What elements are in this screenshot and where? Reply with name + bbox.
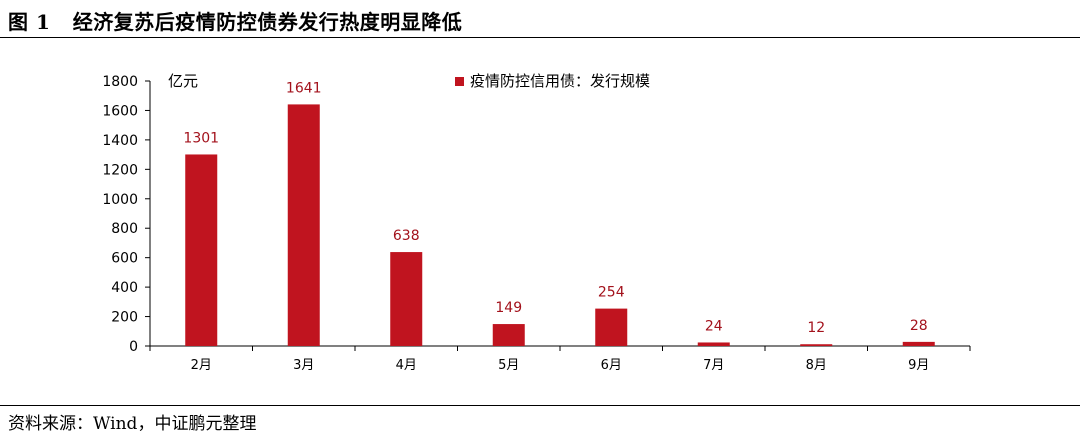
x-tick-label: 5月 [498,358,519,373]
bar-series [185,104,935,347]
y-tick-label: 400 [111,280,138,296]
x-tick-label: 9月 [908,358,929,373]
figure-label: 图 1 [8,10,51,34]
y-axis-unit-label: 亿元 [168,72,198,90]
x-tick-label: 8月 [806,358,827,373]
x-tick-label: 4月 [396,358,417,373]
x-tick-label: 3月 [293,358,314,373]
bar [697,342,730,346]
bar-value-label: 254 [598,285,625,301]
bar-value-label: 28 [910,318,928,334]
bar-chart: 0 200 400 600 800 1000 1200 1400 1600 1800 2月 3月 4月… [102,72,971,373]
figure-title: 图 1 经济复苏后疫情防控债券发行热度明显降低 [8,6,462,35]
figure-header: 图 1 经济复苏后疫情防控债券发行热度明显降低 [0,0,1080,38]
y-tick-label: 0 [129,339,138,355]
data-labels: 1301 1641 638 149 254 24 12 28 [183,80,927,336]
bar-value-label: 1301 [183,130,219,146]
bar [800,344,833,346]
bottom-rule [0,405,1080,406]
y-tick-label: 1800 [102,74,138,90]
x-axis: 2月 3月 4月 5月 6月 7月 8月 9月 [149,345,971,373]
top-rule [0,37,1080,38]
bar-value-label: 12 [807,320,825,336]
x-tick-label: 2月 [191,358,212,373]
source-note: 资料来源：Wind，中证鹏元整理 [8,414,257,434]
y-tick-label: 200 [111,310,138,326]
y-tick-label: 1200 [102,162,138,178]
bar [185,154,218,346]
x-tick-label: 7月 [703,358,724,373]
y-axis: 0 200 400 600 800 1000 1200 1400 1600 1800 [102,74,151,355]
bar-value-label: 638 [393,228,420,244]
bar-value-label: 1641 [286,80,322,96]
legend: 疫情防控信用债：发行规模 [455,72,650,90]
legend-label: 疫情防控信用债：发行规模 [470,72,650,90]
bar-value-label: 149 [495,300,522,316]
bar [902,341,935,346]
y-tick-label: 1600 [102,103,138,119]
figure-title-text: 经济复苏后疫情防控债券发行热度明显降低 [72,10,463,34]
bar [492,324,525,346]
legend-swatch [455,77,464,86]
y-tick-label: 1000 [102,192,138,208]
y-tick-label: 1400 [102,133,138,149]
bar [287,104,320,347]
y-tick-label: 600 [111,251,138,267]
bar [390,252,423,346]
bar [595,308,628,346]
y-tick-label: 800 [111,221,138,237]
x-tick-label: 6月 [601,358,622,373]
bar-value-label: 24 [705,318,723,334]
